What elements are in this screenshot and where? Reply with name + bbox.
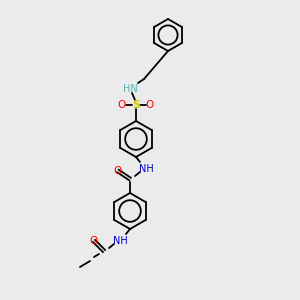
Text: HN: HN	[123, 84, 137, 94]
Text: O: O	[114, 166, 122, 176]
Text: O: O	[146, 100, 154, 110]
Text: O: O	[118, 100, 126, 110]
Text: NH: NH	[139, 164, 153, 174]
Text: S: S	[132, 100, 140, 110]
Text: O: O	[90, 236, 98, 246]
Text: NH: NH	[112, 236, 128, 246]
